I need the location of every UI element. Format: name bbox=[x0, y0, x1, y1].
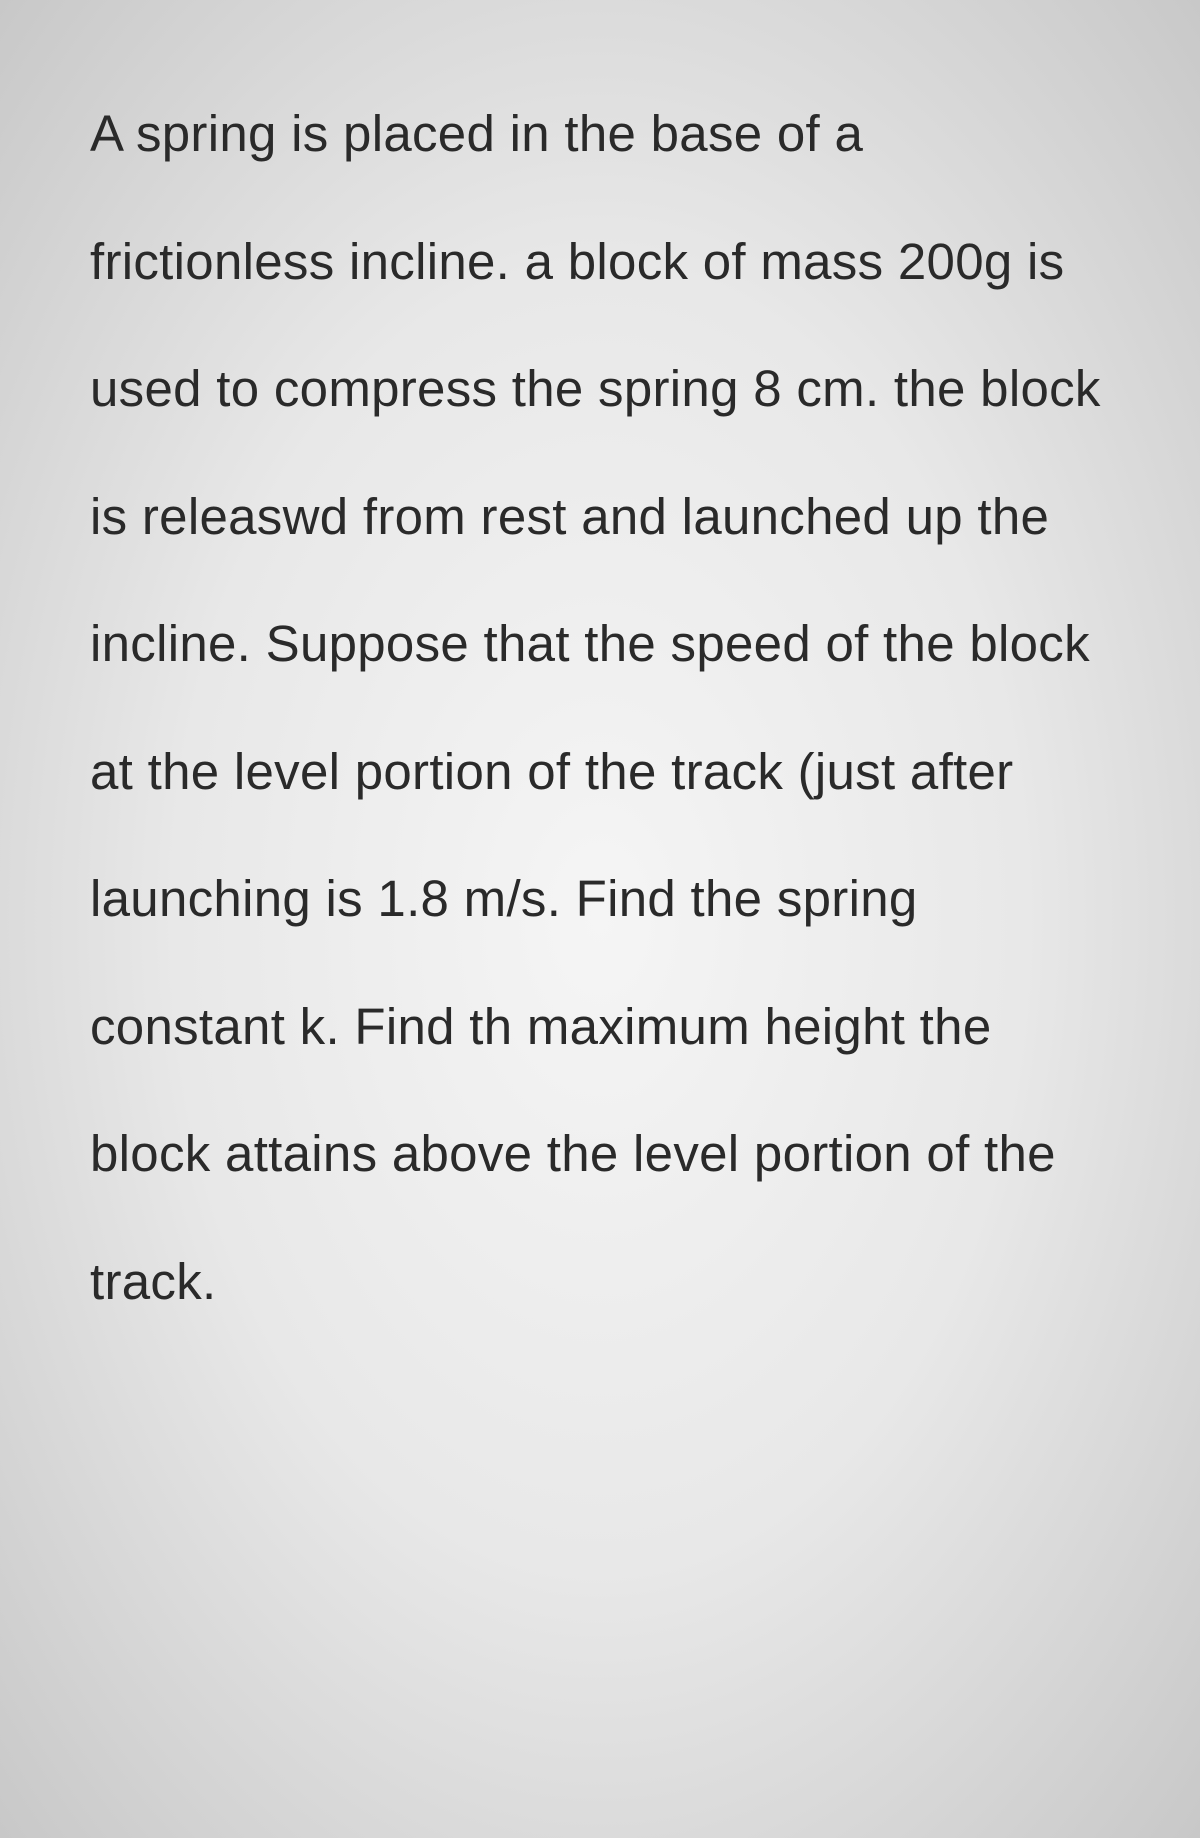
document-container: A spring is placed in the base of a fric… bbox=[90, 70, 1110, 1345]
problem-text: A spring is placed in the base of a fric… bbox=[90, 70, 1110, 1345]
